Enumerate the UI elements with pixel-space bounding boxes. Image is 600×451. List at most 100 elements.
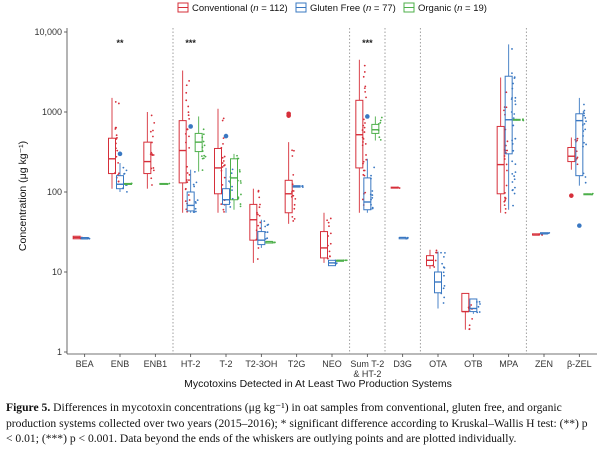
data-point <box>521 119 524 121</box>
data-point <box>114 171 117 174</box>
data-point <box>328 255 331 258</box>
box-conventional-neo <box>320 212 332 263</box>
data-point <box>362 160 365 163</box>
data-point <box>258 214 261 217</box>
data-point <box>184 200 187 203</box>
box-organic-enb <box>124 182 133 186</box>
x-tick-label: BEA <box>76 359 94 369</box>
data-point <box>188 80 191 82</box>
box-organic-t-2 <box>230 153 242 210</box>
data-point <box>361 129 364 131</box>
data-point <box>364 90 367 93</box>
data-point <box>240 193 242 196</box>
data-point <box>188 173 191 176</box>
data-point <box>186 181 189 184</box>
data-point <box>220 169 223 172</box>
box-body <box>108 137 116 175</box>
data-point <box>185 99 188 102</box>
data-point <box>118 172 120 175</box>
data-point <box>584 117 587 119</box>
data-point <box>259 227 262 230</box>
data-point <box>203 144 206 147</box>
data-point <box>259 203 261 206</box>
box-conventional-sum-t-2-and-ht-2 <box>355 59 368 213</box>
data-point <box>115 155 118 158</box>
data-point <box>150 151 153 154</box>
data-point <box>370 174 372 177</box>
data-point <box>329 217 332 220</box>
box-gluten-free-t2g <box>292 185 304 188</box>
box-body <box>143 141 152 175</box>
box-body <box>371 123 380 134</box>
data-point <box>370 198 372 201</box>
y-axis-label: Concentration (μg kg⁻¹) <box>17 141 29 251</box>
data-point <box>379 121 382 124</box>
data-point <box>328 225 330 228</box>
data-point <box>475 301 478 303</box>
box-organic-mpa <box>512 118 525 122</box>
data-point <box>379 138 382 141</box>
x-tick-label: ENB <box>111 359 130 369</box>
data-point <box>200 155 203 158</box>
significance-sum-t-2-and-ht-2: *** <box>362 38 373 48</box>
data-point <box>511 87 514 90</box>
box-gluten-free-beta-zel <box>575 97 588 228</box>
data-point <box>151 153 153 156</box>
data-point <box>583 109 586 112</box>
box-conventional-zen <box>532 233 544 236</box>
data-point <box>201 136 204 139</box>
data-point <box>195 181 198 184</box>
box-conventional-d3g <box>390 186 401 189</box>
x-tick-label: β-ZEL <box>567 359 592 369</box>
legend-entry-organic: Organic (n = 19) <box>403 2 487 14</box>
box-conventional-beta-zel <box>567 137 579 198</box>
data-point <box>186 165 188 168</box>
box-organic-t2-3oh <box>265 240 276 244</box>
data-point <box>432 264 434 267</box>
outlier-point <box>569 193 574 198</box>
data-point <box>513 175 516 177</box>
data-point <box>192 211 195 214</box>
data-point <box>503 204 506 206</box>
data-point <box>185 91 188 94</box>
figure-caption: Figure 5. Differences in mycotoxin conce… <box>6 400 596 447</box>
data-point <box>221 162 224 164</box>
outlier-point <box>365 114 370 119</box>
data-point <box>584 176 587 178</box>
data-point <box>514 163 517 166</box>
data-point <box>115 138 118 140</box>
box-conventional-ht-2 <box>178 70 191 213</box>
box-organic-enb1 <box>159 182 171 186</box>
data-point <box>379 119 382 122</box>
data-point <box>583 112 585 115</box>
data-point <box>196 199 199 201</box>
data-point <box>468 324 471 327</box>
data-point <box>238 169 241 171</box>
data-point <box>184 132 187 135</box>
data-point <box>365 158 368 161</box>
data-point <box>301 186 304 188</box>
data-point <box>266 231 269 234</box>
data-point <box>188 135 190 138</box>
y-tick-label: 1 <box>57 347 62 357</box>
caption-label: Figure 5. <box>6 401 51 414</box>
data-point <box>504 207 507 210</box>
data-point <box>291 215 294 218</box>
data-point <box>511 143 514 145</box>
box-organic-sum-t-2-and-ht-2 <box>371 116 383 141</box>
data-point <box>506 169 508 172</box>
data-point <box>363 87 366 90</box>
data-point <box>87 237 90 240</box>
data-point <box>150 177 153 180</box>
data-point <box>503 155 506 157</box>
data-point <box>237 196 240 199</box>
data-point <box>201 146 204 149</box>
data-point <box>122 166 125 169</box>
data-point <box>259 221 262 224</box>
data-point <box>257 190 260 193</box>
outlier-point <box>117 151 123 157</box>
data-point <box>293 149 295 152</box>
box-gluten-free-neo <box>328 259 338 267</box>
x-tick-label: D3G <box>393 359 412 369</box>
data-point <box>380 116 383 119</box>
